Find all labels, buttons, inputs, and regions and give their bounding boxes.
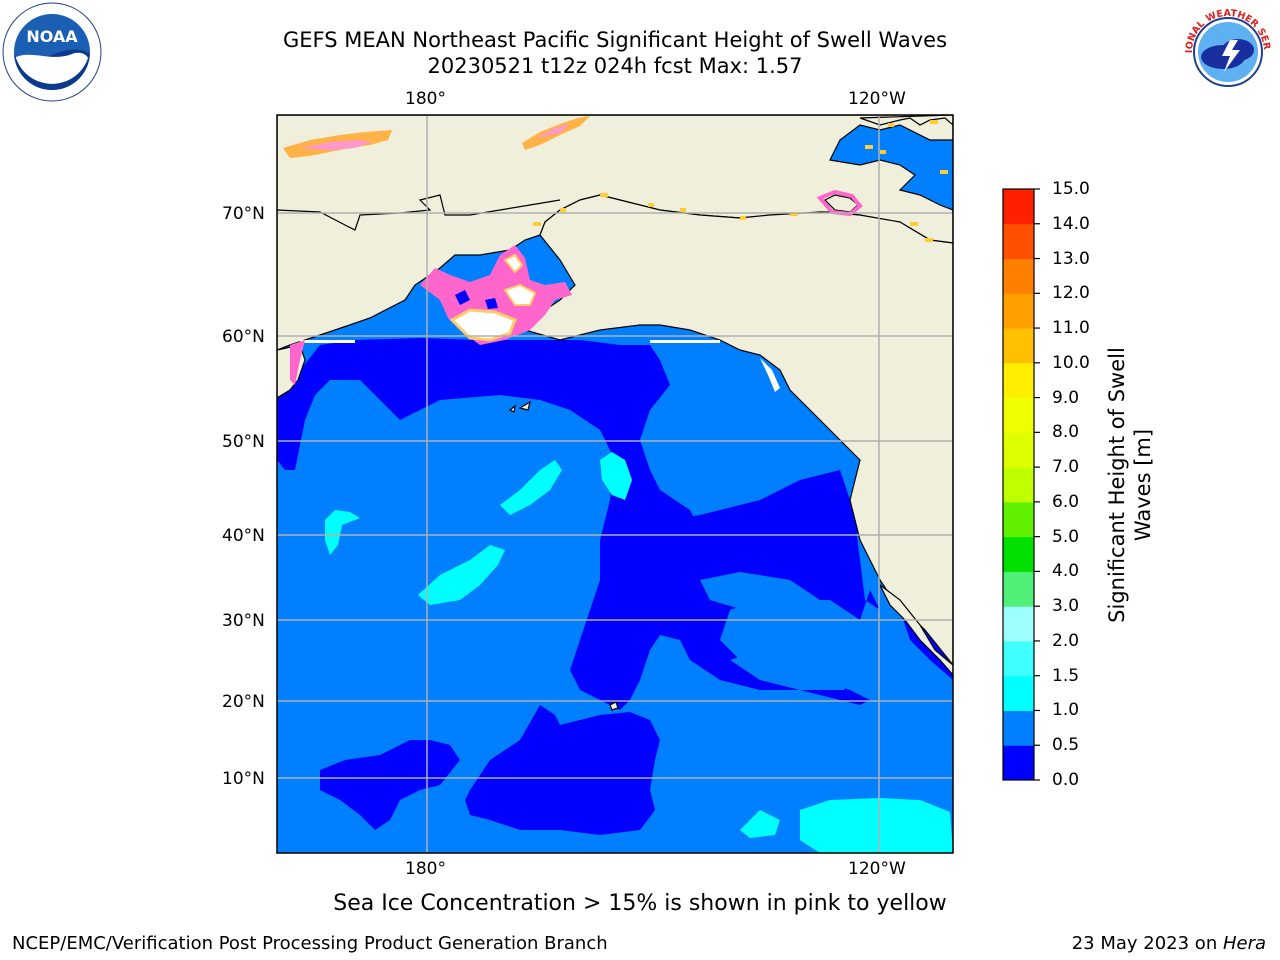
lon-label-top-180: 180° xyxy=(405,89,446,109)
colorbar-tick-label: 1.0 xyxy=(1052,700,1080,721)
chart-title: GEFS MEAN Northeast Pacific Significant … xyxy=(282,28,948,52)
footer-machine: Hera xyxy=(1222,933,1266,954)
colorbar-title-line1: Significant Height of Swell xyxy=(1105,347,1129,623)
noaa-logo-icon: NOAA xyxy=(2,2,102,102)
colorbar-tick-label: 15.0 xyxy=(1052,179,1090,199)
chart-subtitle: 20230521 t12z 024h fcst Max: 1.57 xyxy=(427,54,803,78)
colorbar-tick-label: 1.5 xyxy=(1052,665,1080,686)
colorbar-title-line2: Waves [m] xyxy=(1131,428,1155,542)
lat-label-20n: 20°N xyxy=(222,692,265,712)
colorbar xyxy=(1003,189,1034,781)
colorbar-segment xyxy=(1003,571,1034,607)
colorbar-tick-label: 3.0 xyxy=(1052,596,1080,617)
colorbar-tick-label: 4.0 xyxy=(1052,561,1080,582)
footer-credit: NCEP/EMC/Verification Post Processing Pr… xyxy=(12,933,608,954)
colorbar-segment xyxy=(1003,606,1034,642)
colorbar-segment xyxy=(1003,467,1034,503)
colorbar-tick-label: 7.0 xyxy=(1052,457,1080,478)
colorbar-segment xyxy=(1003,397,1034,433)
lat-label-50n: 50°N xyxy=(222,432,265,452)
colorbar-segment xyxy=(1003,640,1034,677)
colorbar-segment xyxy=(1003,223,1034,260)
colorbar-segment xyxy=(1003,189,1034,225)
colorbar-title: Significant Height of Swell Waves [m] xyxy=(1104,335,1156,635)
nws-logo-icon: NATIONAL WEATHER SERVICE xyxy=(1178,2,1276,100)
lat-label-60n: 60°N xyxy=(222,327,265,347)
colorbar-segment xyxy=(1003,258,1034,294)
colorbar-segment xyxy=(1003,745,1034,781)
colorbar-segment xyxy=(1003,675,1034,711)
colorbar-tick-label: 6.0 xyxy=(1052,491,1080,512)
colorbar-tick-label: 13.0 xyxy=(1052,248,1090,269)
colorbar-segment xyxy=(1003,501,1034,538)
colorbar-segment xyxy=(1003,536,1034,572)
colorbar-segment xyxy=(1003,432,1034,468)
footer-date: 23 May 2023 on Hera xyxy=(1072,933,1266,955)
lat-label-10n: 10°N xyxy=(222,769,265,789)
swell-mid-regions xyxy=(325,452,953,853)
colorbar-segment xyxy=(1003,328,1034,364)
colorbar-tick-label: 12.0 xyxy=(1052,283,1090,304)
colorbar-tick-label: 8.0 xyxy=(1052,422,1080,443)
map-frame xyxy=(276,114,954,854)
map-plot-area xyxy=(277,115,953,853)
lon-label-bottom-180: 180° xyxy=(405,859,446,879)
lat-label-30n: 30°N xyxy=(222,611,265,631)
colorbar-tick-label: 9.0 xyxy=(1052,387,1080,408)
graticule xyxy=(277,115,953,853)
colorbar-tick-marks xyxy=(1034,188,1040,781)
coastal-ice-speckles xyxy=(533,120,948,242)
lon-label-bottom-120w: 120°W xyxy=(848,859,906,879)
colorbar-tick-label: 10.0 xyxy=(1052,352,1090,373)
colorbar-tick-label: 14.0 xyxy=(1052,213,1090,234)
colorbar-frame xyxy=(1002,188,1035,781)
colorbar-segment xyxy=(1003,362,1034,399)
colorbar-tick-label: 0.5 xyxy=(1052,735,1080,756)
lat-label-40n: 40°N xyxy=(222,526,265,546)
lat-label-70n: 70°N xyxy=(222,204,265,224)
colorbar-tick-label: 2.0 xyxy=(1052,630,1080,651)
colorbar-tick-label: 11.0 xyxy=(1052,318,1090,339)
colorbar-segment xyxy=(1003,710,1034,746)
noaa-logo-text: NOAA xyxy=(26,27,78,46)
colorbar-tick-label: 5.0 xyxy=(1052,526,1080,547)
footer-date-text: 23 May 2023 on xyxy=(1071,933,1223,954)
colorbar-tick-label: 0.0 xyxy=(1052,770,1080,790)
colorbar-segment xyxy=(1003,293,1034,329)
sea-ice xyxy=(283,116,863,385)
sea-ice-note: Sea Ice Concentration > 15% is shown in … xyxy=(333,891,947,916)
lon-label-top-120w: 120°W xyxy=(848,89,906,109)
